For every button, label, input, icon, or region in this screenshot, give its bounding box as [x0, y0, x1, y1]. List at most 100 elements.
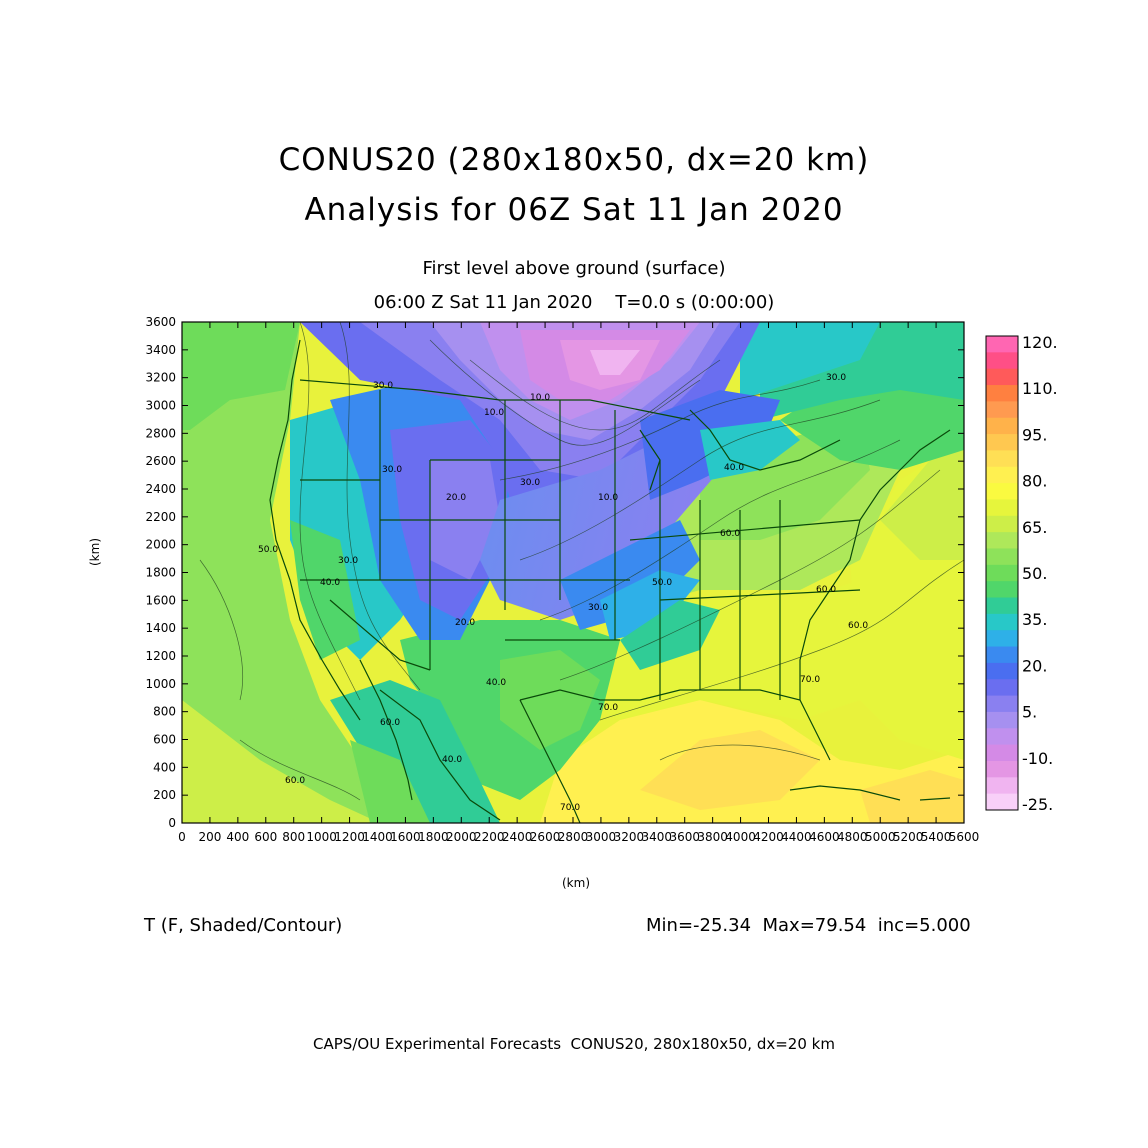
y-tick-label: 0 — [168, 816, 176, 830]
y-tick-label: 2000 — [145, 538, 176, 552]
x-tick-label: 3200 — [614, 830, 645, 844]
colorbar-swatch — [986, 499, 1018, 517]
colorbar-label: 110. — [1022, 379, 1058, 398]
contour-label: 60.0 — [285, 776, 305, 786]
colorbar-swatch — [986, 564, 1018, 582]
plot-subtitle-time: 06:00 Z Sat 11 Jan 2020 T=0.0 s (0:00:00… — [373, 292, 775, 313]
map-boundaries — [269, 339, 951, 823]
colorbar-label: 120. — [1022, 333, 1058, 352]
x-tick-label: 2400 — [502, 830, 533, 844]
x-tick-label: 4000 — [725, 830, 756, 844]
colorbar-swatch — [986, 466, 1018, 484]
colorbar-swatch — [986, 483, 1018, 500]
colorbar-label: -25. — [1022, 795, 1053, 814]
contour-label: 60.0 — [848, 621, 868, 631]
y-axis-label: (km) — [88, 537, 102, 566]
colorbar-label: 35. — [1022, 610, 1047, 629]
x-tick-label: 2600 — [530, 830, 561, 844]
x-tick-label: 3800 — [697, 830, 728, 844]
contour-label: 30.0 — [520, 478, 540, 488]
x-tick-label: 3000 — [586, 830, 617, 844]
y-tick-label: 3200 — [145, 371, 176, 385]
contour-label: 70.0 — [560, 803, 580, 813]
y-tick-label: 1000 — [145, 677, 176, 691]
colorbar-swatch — [986, 336, 1018, 353]
x-tick-label: 1400 — [362, 830, 393, 844]
colorbar-label: 65. — [1022, 518, 1047, 537]
colorbar-swatch — [986, 630, 1018, 648]
contour-label: 60.0 — [720, 529, 740, 539]
temperature-contours — [199, 322, 964, 801]
y-tick-label: 200 — [153, 788, 176, 802]
contour-label: 30.0 — [382, 465, 402, 475]
contour-label: 60.0 — [816, 585, 836, 595]
contour-label: 40.0 — [724, 463, 744, 473]
y-tick-label: 3000 — [145, 399, 176, 413]
y-axis-tick-labels: 0 200 400 600 800 1000 1200 1400 1600 1800 2000 220… — [145, 315, 176, 830]
contour-label: 20.0 — [455, 618, 475, 628]
contour-label: 10.0 — [530, 393, 550, 403]
x-tick-label: 4800 — [837, 830, 868, 844]
colorbar-swatch — [986, 434, 1018, 451]
colorbar-swatch — [986, 515, 1018, 533]
shaded-temperature-field — [182, 322, 964, 823]
variable-label: T (F, Shaded/Contour) — [144, 915, 343, 936]
colorbar-swatch — [986, 744, 1018, 762]
contour-label: 30.0 — [338, 556, 358, 566]
y-tick-label: 1400 — [145, 621, 176, 635]
contour-label: 60.0 — [380, 718, 400, 728]
contour-label: 30.0 — [826, 373, 846, 383]
colorbar-swatch — [986, 548, 1018, 566]
contour-label: 40.0 — [320, 578, 340, 588]
contour-label: 10.0 — [484, 408, 504, 418]
y-tick-label: 1800 — [145, 566, 176, 580]
contour-label: 30.0 — [588, 603, 608, 613]
colorbar-label: 20. — [1022, 656, 1047, 675]
y-tick-label: 1600 — [145, 593, 176, 607]
colorbar-label: 50. — [1022, 564, 1047, 583]
contour-label: 10.0 — [598, 493, 618, 503]
colorbar-swatch — [986, 711, 1018, 729]
x-axis-label: (km) — [562, 876, 591, 890]
plot-title-line1: CONUS20 (280x180x50, dx=20 km) — [278, 142, 870, 178]
x-tick-label: 2000 — [446, 830, 477, 844]
x-tick-label: 4600 — [809, 830, 840, 844]
contour-label: 20.0 — [446, 493, 466, 503]
contour-label: 70.0 — [800, 675, 820, 685]
colorbar-swatch — [986, 352, 1018, 370]
colorbar-label: -10. — [1022, 749, 1053, 768]
colorbar-swatch — [986, 679, 1018, 697]
x-tick-label: 4200 — [753, 830, 784, 844]
y-tick-label: 2400 — [145, 482, 176, 496]
x-tick-label: 1600 — [390, 830, 421, 844]
colorbar-swatch — [986, 695, 1018, 713]
colorbar-label: 80. — [1022, 472, 1047, 491]
x-tick-label: 200 — [198, 830, 221, 844]
y-tick-label: 1200 — [145, 649, 176, 663]
x-tick-label: 5000 — [865, 830, 896, 844]
colorbar-swatch — [986, 646, 1018, 664]
colorbar — [985, 335, 1019, 811]
x-tick-label: 800 — [282, 830, 305, 844]
colorbar-swatch — [986, 728, 1018, 746]
axis-ticks — [181, 321, 965, 824]
x-tick-label: 1000 — [306, 830, 337, 844]
contour-label: 70.0 — [598, 703, 618, 713]
footer-credit: CAPS/OU Experimental Forecasts CONUS20, … — [313, 1035, 835, 1053]
contour-label: 50.0 — [258, 545, 278, 555]
colorbar-swatch — [986, 532, 1018, 549]
y-tick-label: 3400 — [145, 343, 176, 357]
y-tick-label: 2800 — [145, 426, 176, 440]
y-tick-label: 3600 — [145, 315, 176, 329]
x-tick-label: 5200 — [893, 830, 924, 844]
colorbar-labels: 120. 110. 95. 80. 65. 50. 35. 20. 5. -10. -25. — [1022, 333, 1058, 814]
x-tick-label: 4400 — [781, 830, 812, 844]
y-tick-label: 600 — [153, 733, 176, 747]
colorbar-swatch — [986, 662, 1018, 680]
colorbar-label: 95. — [1022, 425, 1047, 444]
y-tick-label: 400 — [153, 760, 176, 774]
contour-label: 30.0 — [373, 381, 393, 391]
x-tick-label: 3600 — [669, 830, 700, 844]
x-axis-tick-labels: 0 200 400 600 800 100012001400160018002000220… — [178, 830, 979, 844]
